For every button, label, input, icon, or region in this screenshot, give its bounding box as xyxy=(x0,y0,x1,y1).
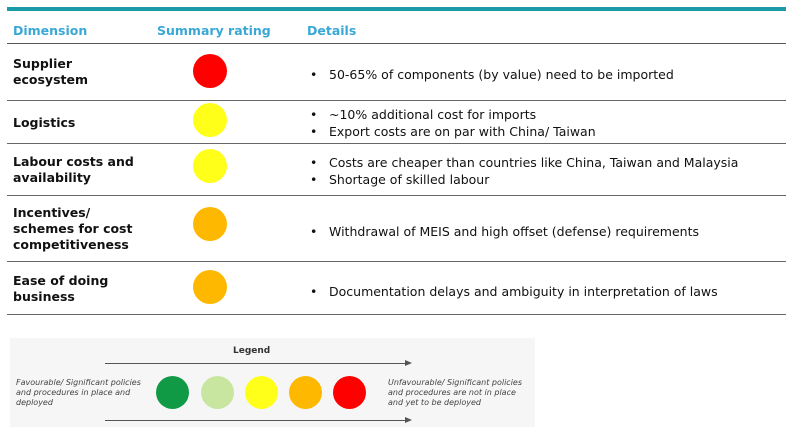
rating-dot xyxy=(193,54,227,88)
rating-dot xyxy=(193,270,227,304)
table-row-labour: Labour costs and availability Costs are … xyxy=(7,144,786,196)
dimension-label: Logistics xyxy=(13,115,76,130)
details-list: Costs are cheaper than countries like Ch… xyxy=(307,154,738,188)
row-rule xyxy=(7,100,786,101)
details-item: Shortage of skilled labour xyxy=(307,171,738,188)
table-row-incentives: Incentives/ schemes for cost competitive… xyxy=(7,196,786,262)
dimension-label: Incentives/ schemes for cost competitive… xyxy=(13,205,133,252)
header-summary-rating: Summary rating xyxy=(157,23,271,38)
row-rule xyxy=(7,195,786,196)
legend-top-arrow xyxy=(105,360,412,366)
table-row-logistics: Logistics ~10% additional cost for impor… xyxy=(7,101,786,144)
details-item: Costs are cheaper than countries like Ch… xyxy=(307,154,738,171)
details-item: 50-65% of components (by value) need to … xyxy=(307,66,674,83)
details-item: Export costs are on par with China/ Taiw… xyxy=(307,123,596,140)
row-rule xyxy=(7,314,786,315)
row-rule xyxy=(7,261,786,262)
details-list: ~10% additional cost for imports Export … xyxy=(307,106,596,140)
legend-bottom-arrow xyxy=(105,417,412,423)
table-row-ease-of-business: Ease of doing business Documentation del… xyxy=(7,262,786,315)
header-details: Details xyxy=(307,23,357,38)
header-dimension: Dimension xyxy=(13,23,88,38)
row-rule xyxy=(7,143,786,144)
table-row-supplier-ecosystem: Supplier ecosystem 50-65% of components … xyxy=(7,44,786,101)
dimension-label: Ease of doing business xyxy=(13,273,109,304)
details-list: Documentation delays and ambiguity in in… xyxy=(307,283,718,300)
dimension-label: Supplier ecosystem xyxy=(13,56,88,87)
rating-dot xyxy=(193,149,227,183)
legend-dot-amber xyxy=(289,376,322,409)
legend-dot-green xyxy=(156,376,189,409)
legend-dot-light-green xyxy=(201,376,234,409)
legend-unfavourable-text: Unfavourable/ Significant policies and p… xyxy=(388,378,523,407)
details-list: 50-65% of components (by value) need to … xyxy=(307,66,674,83)
top-rule xyxy=(7,7,786,11)
header-rule xyxy=(7,43,786,44)
details-item: Documentation delays and ambiguity in in… xyxy=(307,283,718,300)
legend-favourable-text: Favourable/ Significant policies and pro… xyxy=(16,378,141,407)
legend-dot-red xyxy=(333,376,366,409)
dimension-label: Labour costs and availability xyxy=(13,154,134,185)
legend-dot-yellow xyxy=(245,376,278,409)
details-item: Withdrawal of MEIS and high offset (defe… xyxy=(307,223,699,240)
legend-title: Legend xyxy=(233,346,271,356)
legend: Legend Favourable/ Significant policies … xyxy=(10,338,535,427)
rating-dot xyxy=(193,103,227,137)
rating-dot xyxy=(193,207,227,241)
details-list: Withdrawal of MEIS and high offset (defe… xyxy=(307,223,699,240)
details-item: ~10% additional cost for imports xyxy=(307,106,596,123)
